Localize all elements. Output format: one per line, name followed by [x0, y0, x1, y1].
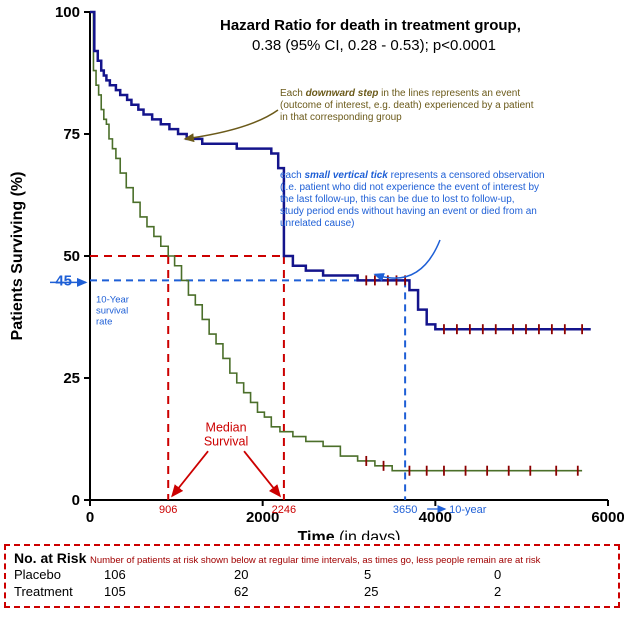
svg-text:Hazard Ratio for death in trea: Hazard Ratio for death in treatment grou… [220, 17, 521, 34]
svg-text:4000: 4000 [419, 509, 452, 526]
svg-text:survival: survival [96, 305, 128, 316]
svg-text:6000: 6000 [591, 509, 624, 526]
svg-text:50: 50 [63, 248, 80, 265]
svg-text:2246: 2246 [272, 504, 296, 516]
table-row: Placebo 106 20 5 0 [14, 566, 610, 583]
svg-text:each small vertical tick repre: each small vertical tick represents a ce… [280, 170, 545, 229]
svg-text:906: 906 [159, 504, 177, 516]
svg-text:Time (in days): Time (in days) [298, 529, 401, 540]
svg-text:Each downward step in the line: Each downward step in the lines represen… [280, 88, 534, 123]
svg-text:0: 0 [86, 509, 94, 526]
svg-text:100: 100 [55, 4, 80, 21]
svg-text:45: 45 [55, 272, 72, 289]
row-label: Placebo [14, 566, 104, 583]
svg-text:Survival: Survival [204, 435, 248, 449]
svg-text:10-Year: 10-Year [96, 294, 129, 305]
at-risk-title: No. at Risk [14, 550, 86, 566]
svg-text:3650: 3650 [393, 504, 417, 516]
table-row: Treatment 105 62 25 2 [14, 583, 610, 600]
svg-text:75: 75 [63, 126, 80, 143]
at-risk-note: Number of patients at risk shown below a… [90, 555, 540, 566]
svg-text:0: 0 [72, 492, 80, 509]
svg-text:rate: rate [96, 316, 112, 327]
at-risk-table: Placebo 106 20 5 0 Treatment 105 62 25 2 [14, 566, 610, 600]
svg-text:10-year: 10-year [449, 504, 487, 516]
at-risk-table-box: No. at Risk Number of patients at risk s… [4, 544, 620, 608]
svg-text:Median: Median [206, 421, 247, 435]
svg-text:25: 25 [63, 370, 80, 387]
km-chart: 02000400060000255075100Time (in days)Pat… [0, 0, 624, 540]
row-label: Treatment [14, 583, 104, 600]
svg-text:Patients Surviving (%): Patients Surviving (%) [9, 172, 26, 341]
svg-text:0.38 (95% CI, 0.28 - 0.53); p<: 0.38 (95% CI, 0.28 - 0.53); p<0.0001 [252, 37, 496, 54]
